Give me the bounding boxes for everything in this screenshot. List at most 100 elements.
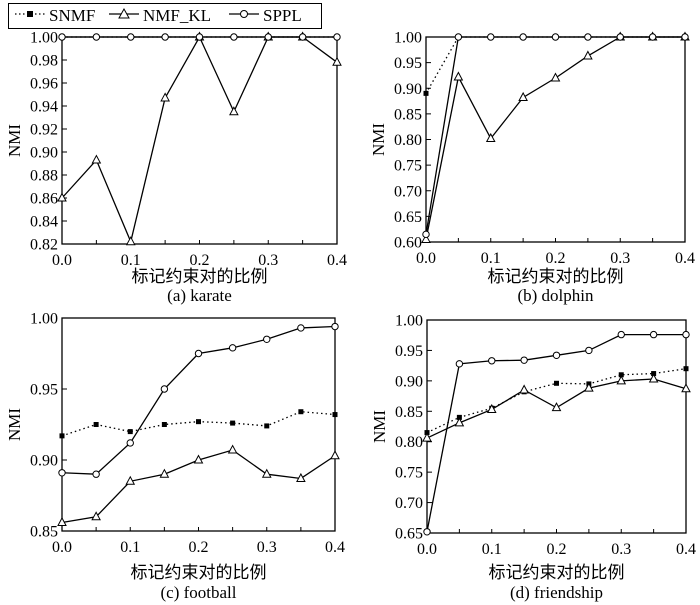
x-tick-label: 0.0 xyxy=(416,250,436,267)
y-tick-label: 0.98 xyxy=(30,53,58,70)
data-point-nmf-kl xyxy=(454,417,465,427)
y-tick-label: 0.90 xyxy=(30,145,58,162)
data-point-sppl xyxy=(92,470,100,478)
data-point-sppl xyxy=(617,330,625,339)
data-point-sppl xyxy=(58,469,66,477)
y-axis-label: NMI xyxy=(5,124,24,157)
data-point-snmf xyxy=(196,419,201,425)
data-point-nmf-kl xyxy=(550,72,561,82)
data-point-sppl xyxy=(264,33,272,41)
x-axis-label: 标记约束对的比例 xyxy=(132,267,268,287)
data-point-snmf xyxy=(332,412,338,418)
chart-caption: (d) friendship xyxy=(510,583,603,602)
y-tick-label: 1.00 xyxy=(394,30,422,47)
y-axis-label: NMI xyxy=(5,408,24,441)
y-tick-label: 0.90 xyxy=(30,453,58,470)
data-point-sppl xyxy=(333,33,341,41)
data-point-nmf-kl xyxy=(486,403,497,413)
data-point-sppl xyxy=(331,322,339,331)
data-point-sppl xyxy=(551,33,560,41)
data-point-sppl xyxy=(195,33,204,41)
data-point-sppl xyxy=(423,528,431,536)
chart-1: 0.82 0.84 0.86 0.88 0.90 0.92 0.94 0.96 0.98 1.00… xyxy=(5,30,347,306)
x-tick-label: 0.3 xyxy=(610,250,630,267)
x-tick-label: 0.2 xyxy=(190,252,210,269)
y-axis-label: NMI xyxy=(369,123,388,156)
data-point-sppl xyxy=(455,360,464,368)
data-point-nmf-kl xyxy=(422,432,432,442)
y-tick-label: 0.65 xyxy=(394,209,422,226)
data-point-nmf-kl xyxy=(681,383,691,393)
data-point-sppl xyxy=(422,230,430,239)
data-point-sppl xyxy=(584,33,592,41)
data-point-nmf-kl xyxy=(330,450,340,460)
y-axis-label: NMI xyxy=(370,410,389,443)
chart-4: 0.65 0.70 0.75 0.80 0.85 0.90 0.95 1.00 0.0 0.1 0.… xyxy=(370,313,696,603)
data-point-sppl xyxy=(520,356,528,364)
data-point-nmf-kl xyxy=(583,50,593,60)
legend-sample-sppl xyxy=(229,10,259,18)
y-tick-label: 0.85 xyxy=(394,106,422,123)
data-point-sppl xyxy=(228,344,237,352)
chart-caption: (a) karate xyxy=(167,286,232,305)
data-point-nmf-kl xyxy=(485,132,496,142)
x-tick-label: 0.0 xyxy=(417,541,437,558)
legend-label-sppl: SPPL xyxy=(263,6,302,25)
x-tick-label: 0.0 xyxy=(52,539,72,556)
legend-sample-snmf xyxy=(15,11,45,17)
data-point-nmf-kl xyxy=(519,384,529,394)
y-tick-label: 0.80 xyxy=(395,434,423,451)
data-point-nmf-kl xyxy=(91,511,101,521)
data-point-snmf xyxy=(93,422,99,427)
y-tick-label: 0.94 xyxy=(30,99,58,116)
data-point-nmf-kl xyxy=(193,454,204,464)
y-tick-label: 0.84 xyxy=(30,214,58,231)
x-tick-label: 0.1 xyxy=(121,252,141,269)
data-point-sppl xyxy=(681,33,689,41)
data-point-sppl xyxy=(648,33,657,41)
data-point-snmf xyxy=(264,423,270,429)
data-point-sppl xyxy=(161,33,169,41)
y-tick-label: 0.95 xyxy=(395,343,423,360)
x-tick-label: 0.4 xyxy=(675,250,695,267)
y-tick-label: 0.92 xyxy=(30,122,58,139)
data-point-nmf-kl xyxy=(125,475,136,485)
y-tick-label: 0.70 xyxy=(394,183,422,200)
chart-2: 0.60 0.65 0.70 0.75 0.80 0.85 0.90 0.95 1.00 0.0 0… xyxy=(369,30,695,306)
legend: SNMF NMF_KL SPPL xyxy=(8,3,322,29)
data-point-sppl xyxy=(160,385,169,393)
data-point-nmf-kl xyxy=(125,236,136,246)
x-tick-label: 0.2 xyxy=(547,541,567,558)
series-line-snmf xyxy=(425,36,685,94)
data-point-snmf xyxy=(298,409,304,415)
y-tick-label: 0.80 xyxy=(394,132,422,149)
x-tick-label: 0.2 xyxy=(189,539,209,556)
y-tick-label: 0.85 xyxy=(395,404,423,421)
data-point-nmf-kl xyxy=(227,444,238,454)
data-point-nmf-kl xyxy=(57,192,67,202)
data-point-snmf xyxy=(127,429,133,435)
x-tick-label: 0.3 xyxy=(257,539,277,556)
data-point-sppl xyxy=(682,330,690,339)
x-axis-label: 标记约束对的比例 xyxy=(131,563,267,583)
y-tick-label: 1.00 xyxy=(395,313,423,330)
data-point-snmf xyxy=(554,380,559,386)
data-point-nmf-kl xyxy=(296,472,306,482)
data-point-sppl xyxy=(616,33,624,41)
data-point-sppl xyxy=(487,33,495,41)
x-tick-label: 0.2 xyxy=(546,250,566,267)
data-point-snmf xyxy=(423,90,429,96)
y-tick-label: 0.75 xyxy=(395,465,423,482)
data-point-nmf-kl xyxy=(453,71,464,81)
legend-label-nmf-kl: NMF_KL xyxy=(143,6,212,25)
y-tick-label: 0.90 xyxy=(394,81,422,98)
y-tick-label: 0.60 xyxy=(394,235,422,252)
data-point-nmf-kl xyxy=(229,106,239,116)
y-tick-label: 0.65 xyxy=(395,526,423,543)
data-point-sppl xyxy=(298,33,307,41)
data-point-nmf-kl xyxy=(160,92,170,102)
data-point-nmf-kl xyxy=(421,233,431,243)
y-tick-label: 0.75 xyxy=(394,158,422,175)
data-point-sppl xyxy=(127,33,135,41)
